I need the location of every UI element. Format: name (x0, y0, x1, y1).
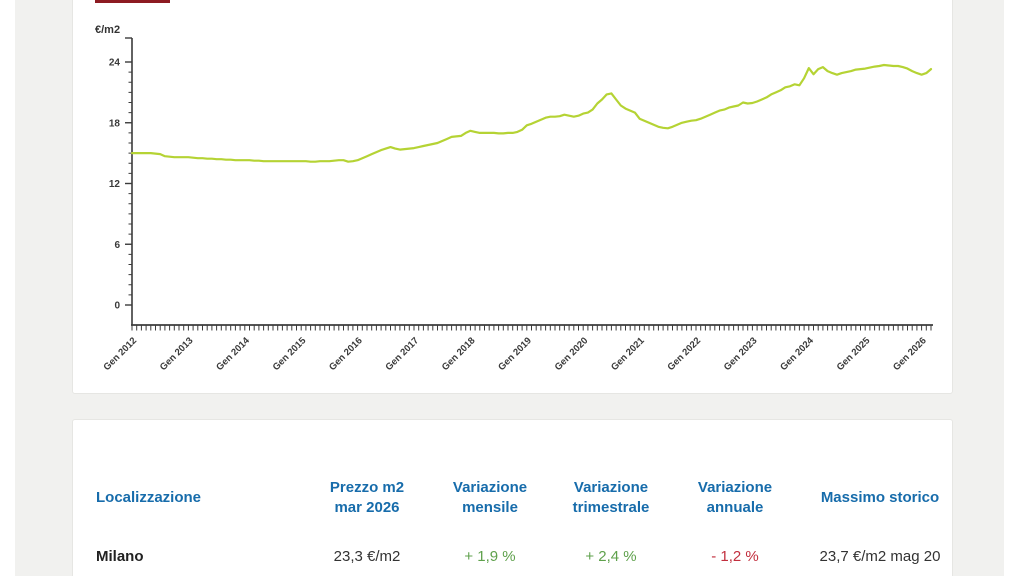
row-price: 23,3 €/m2 (333, 548, 401, 565)
x-year-label: Gen 2016 (327, 335, 365, 373)
y-tick-label: 0 (114, 301, 120, 312)
row-annual-variation: - 1,2 % (711, 548, 759, 565)
header-massimo-storico: Massimo storico (795, 488, 952, 508)
chart-svg[interactable]: 24 18 12 6 0 Gen 2012 Gen 2013 Gen 2014 Gen 2015… (72, 0, 953, 394)
table-header-row: Localizzazione Prezzo m2 mar 2026 Variaz… (96, 478, 952, 518)
price-summary-card: Localizzazione Prezzo m2 mar 2026 Variaz… (72, 419, 953, 576)
x-year-label: Gen 2025 (835, 335, 873, 373)
header-line: Massimo storico (820, 489, 940, 506)
header-line: Variazione (573, 479, 649, 496)
x-year-label: Gen 2019 (496, 335, 534, 373)
price-summary-table: Localizzazione Prezzo m2 mar 2026 Variaz… (73, 420, 952, 565)
x-year-label: Gen 2022 (665, 335, 703, 373)
x-year-label: Gen 2024 (778, 335, 816, 373)
table-row: Milano 23,3 €/m2 + 1,9 % + 2,4 % - 1,2 %… (96, 548, 952, 565)
y-tick-label: 12 (109, 179, 121, 190)
y-tick-label: 6 (114, 240, 120, 251)
row-location: Milano (96, 548, 144, 565)
x-year-label: Gen 2020 (553, 335, 591, 373)
header-line: annuale (706, 499, 764, 516)
x-year-label: Gen 2012 (101, 335, 139, 373)
header-localizzazione: Localizzazione (96, 488, 301, 508)
header-line: Localizzazione (96, 489, 202, 506)
header-line: trimestrale (572, 499, 650, 516)
x-year-label: Gen 2026 (891, 335, 929, 373)
header-line: mar 2026 (334, 499, 400, 516)
row-quarterly-variation: + 2,4 % (585, 548, 637, 565)
x-year-label: Gen 2014 (214, 335, 252, 373)
row-monthly-variation: + 1,9 % (464, 548, 516, 565)
header-prezzo-m2: Prezzo m2 mar 2026 (301, 478, 433, 518)
price-line-series[interactable] (130, 63, 933, 163)
row-historic-max: 23,7 €/m2 mag 20 (819, 548, 941, 565)
header-line: mensile (462, 499, 518, 516)
header-line: Variazione (452, 479, 528, 496)
y-axis-unit-label: €/m2 (95, 24, 120, 36)
x-year-label: Gen 2013 (158, 335, 196, 373)
cropped-red-tab[interactable] (95, 0, 170, 3)
x-year-label: Gen 2017 (383, 335, 421, 373)
header-line: Prezzo m2 (329, 479, 405, 496)
header-variazione-mensile: Variazione mensile (433, 478, 547, 518)
header-variazione-annuale: Variazione annuale (675, 478, 795, 518)
header-variazione-trimestrale: Variazione trimestrale (547, 478, 675, 518)
x-year-label: Gen 2015 (271, 335, 309, 373)
y-tick-label: 24 (109, 58, 121, 69)
x-year-label: Gen 2018 (440, 335, 478, 373)
x-year-label: Gen 2023 (722, 335, 760, 373)
price-trend-chart[interactable]: 24 18 12 6 0 Gen 2012 Gen 2013 Gen 2014 Gen 2015… (72, 0, 953, 394)
header-line: Variazione (697, 479, 773, 496)
y-tick-label: 18 (109, 118, 121, 129)
x-year-label: Gen 2021 (609, 335, 647, 373)
